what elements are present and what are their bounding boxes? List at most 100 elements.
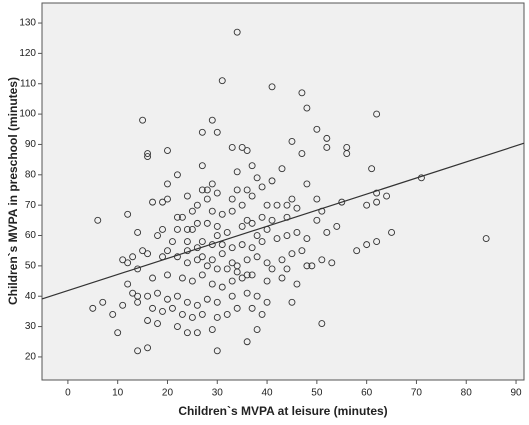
point — [253, 292, 261, 300]
point — [233, 268, 241, 276]
point — [173, 292, 181, 300]
point — [144, 292, 152, 300]
point — [278, 256, 286, 264]
y-tick-label: 130 — [19, 18, 36, 29]
point — [318, 256, 326, 264]
point — [308, 262, 316, 270]
point — [273, 235, 281, 242]
point — [139, 116, 147, 124]
point — [313, 125, 321, 133]
point — [218, 283, 226, 291]
point — [383, 192, 391, 200]
point — [188, 207, 196, 215]
point — [283, 232, 291, 239]
point — [173, 213, 181, 221]
point — [243, 271, 251, 279]
point — [373, 189, 381, 197]
point — [258, 183, 266, 191]
point — [193, 301, 201, 309]
point — [248, 219, 256, 227]
point — [164, 247, 171, 255]
x-tick-label: 10 — [112, 388, 124, 399]
point — [208, 256, 216, 264]
point — [248, 162, 256, 170]
point — [363, 241, 371, 249]
y-tick-label: 40 — [25, 291, 37, 302]
point — [298, 150, 306, 158]
point — [373, 198, 381, 206]
point — [203, 186, 211, 194]
point — [228, 292, 236, 300]
y-tick-label: 70 — [25, 200, 37, 211]
point — [188, 314, 196, 321]
point — [139, 247, 147, 255]
point — [238, 241, 246, 249]
point — [208, 280, 216, 288]
point — [109, 310, 117, 318]
x-axis-title: Children`s MVPA at leisure (minutes) — [178, 404, 387, 418]
point — [173, 323, 181, 331]
point — [288, 195, 296, 203]
point — [373, 238, 381, 246]
y-tick-label: 110 — [20, 78, 36, 89]
point — [144, 344, 152, 352]
point — [129, 253, 137, 261]
point — [119, 256, 127, 264]
point — [238, 222, 246, 230]
x-tick-label: 30 — [212, 388, 224, 399]
point — [218, 250, 226, 258]
point — [288, 298, 296, 306]
y-tick-label: 100 — [19, 109, 36, 120]
point — [263, 277, 271, 285]
point — [283, 201, 291, 209]
x-tick-label: 0 — [65, 388, 71, 399]
point — [218, 77, 226, 85]
point — [243, 147, 251, 154]
point — [328, 259, 336, 267]
x-tick-label: 20 — [162, 388, 174, 399]
point — [154, 289, 161, 297]
point — [268, 83, 276, 91]
point — [203, 262, 211, 270]
point — [263, 201, 271, 209]
point — [169, 238, 176, 246]
point — [243, 338, 251, 346]
point — [218, 241, 226, 249]
point — [198, 128, 206, 136]
point — [208, 180, 216, 188]
point — [134, 347, 142, 355]
x-tick-label: 90 — [510, 388, 522, 399]
point — [228, 259, 236, 267]
point — [298, 247, 306, 255]
point — [248, 271, 256, 279]
point — [228, 195, 236, 203]
point — [353, 247, 361, 255]
point — [198, 238, 206, 246]
point — [183, 192, 191, 200]
point — [198, 271, 206, 279]
point — [154, 320, 161, 327]
y-tick-label: 20 — [25, 352, 37, 363]
point — [278, 165, 286, 173]
point — [268, 216, 276, 224]
point — [228, 244, 236, 252]
point — [223, 310, 231, 318]
point — [218, 210, 226, 218]
point — [119, 301, 127, 309]
point — [293, 229, 301, 236]
point — [213, 314, 221, 321]
point — [248, 244, 256, 252]
point — [293, 204, 301, 212]
point — [178, 274, 186, 282]
point — [243, 289, 251, 297]
x-tick-label: 50 — [311, 388, 323, 399]
fit-line — [41, 142, 525, 300]
point — [149, 274, 156, 282]
point — [228, 144, 236, 151]
point — [373, 110, 381, 118]
point — [198, 162, 206, 170]
x-tick-label: 80 — [461, 388, 473, 399]
point — [303, 262, 311, 270]
point — [343, 150, 351, 158]
